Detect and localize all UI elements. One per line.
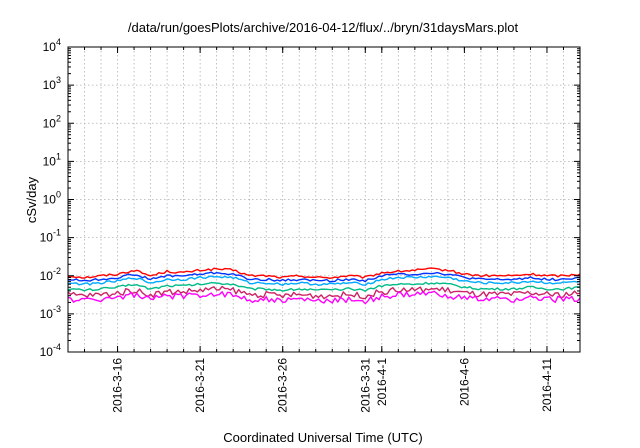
- y-tick-label: 102: [43, 113, 61, 130]
- series-line: [67, 285, 581, 300]
- x-tick-label: 2016-3-26: [276, 358, 290, 413]
- series-line: [67, 275, 581, 287]
- x-axis-label: Coordinated Universal Time (UTC): [223, 430, 422, 445]
- y-axis-label: cSv/day: [24, 176, 39, 223]
- grid-layer: [68, 47, 580, 352]
- x-tick-label: 2016-4-11: [540, 358, 554, 412]
- x-tick-label: 2016-4-1: [375, 358, 389, 406]
- series-layer: [67, 267, 581, 305]
- y-tick-label: 10-2: [40, 266, 61, 283]
- series-line: [67, 267, 581, 280]
- y-tick-label: 10-4: [40, 342, 61, 359]
- x-tick-label: 2016-3-21: [193, 358, 207, 413]
- y-tick-label: 10-3: [40, 304, 61, 321]
- series-line: [67, 290, 581, 305]
- x-tick-layer: 2016-3-16 2016-3-21 2016-3-26 2016-3-31 2016…: [84, 47, 564, 413]
- y-tick-label: 104: [43, 37, 61, 54]
- y-tick-layer: 10-4 10-3 10-2 10-1 100 101 102 103 104: [40, 37, 580, 359]
- chart-title: /data/run/goesPlots/archive/2016-04-12/f…: [128, 20, 519, 35]
- x-tick-label: 2016-3-31: [358, 358, 372, 413]
- series-line: [67, 281, 581, 292]
- x-tick-label: 2016-4-6: [457, 358, 471, 406]
- y-tick-label: 103: [43, 75, 61, 92]
- x-tick-label: 2016-3-16: [111, 358, 125, 413]
- y-tick-label: 101: [43, 151, 61, 168]
- y-tick-label: 100: [43, 190, 61, 207]
- y-tick-label: 10-1: [40, 228, 61, 245]
- series-line: [67, 271, 581, 283]
